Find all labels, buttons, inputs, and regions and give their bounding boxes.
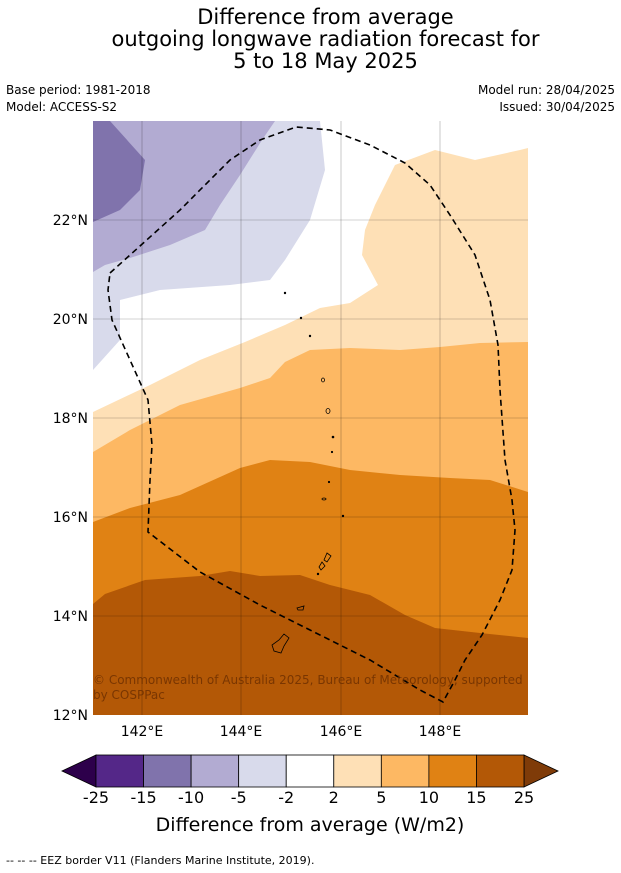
- gridlines: [93, 121, 528, 715]
- lon-labels: 142°E 144°E 146°E 148°E: [121, 724, 462, 740]
- colorbar-swatch: [238, 754, 287, 788]
- island-outline: [271, 633, 290, 654]
- title-line-3: 5 to 18 May 2025: [233, 49, 418, 73]
- issued-text: Issued: 30/04/2025: [499, 100, 615, 114]
- island-dot: [316, 572, 320, 576]
- island-dot: [308, 334, 312, 338]
- colorbar-swatch: [333, 754, 382, 788]
- lat-label: 18°N: [53, 411, 88, 427]
- colorbar-label: Difference from average (W/m2): [156, 814, 465, 836]
- colorbar-tick-label: 10: [419, 788, 439, 807]
- title-line-2: outgoing longwave radiation forecast for: [111, 27, 540, 51]
- island-dot: [341, 514, 345, 518]
- islands: [271, 291, 345, 654]
- meta-right: Model run: 28/04/2025 Issued: 30/04/2025: [478, 83, 615, 117]
- colorbar-tick-label: 5: [376, 788, 386, 807]
- copyright-line-2: by COSPPac: [93, 688, 165, 702]
- island-dot: [299, 316, 303, 320]
- model-text: Model: ACCESS-S2: [6, 100, 118, 114]
- map-title: Difference from average outgoing longwav…: [0, 6, 621, 72]
- eez-legend: -- -- -- EEZ border V11 (Flanders Marine…: [6, 854, 315, 867]
- colorbar-tick-label: -2: [278, 788, 294, 807]
- band-plus15: [93, 571, 528, 715]
- colorbar-tick-label: 25: [514, 788, 534, 807]
- lon-label: 142°E: [121, 724, 164, 740]
- island-dot: [327, 480, 331, 484]
- colorbar-tick-label: 15: [466, 788, 486, 807]
- island-dot: [283, 291, 287, 295]
- colorbar-tick-label: -25: [83, 788, 109, 807]
- island-outline: [296, 605, 305, 611]
- island-outline: [321, 377, 325, 383]
- meta-left: Base period: 1981-2018 Model: ACCESS-S2: [6, 83, 151, 117]
- lon-label: 146°E: [320, 724, 363, 740]
- lat-label: 16°N: [53, 510, 88, 526]
- colorbar-extend-low: [61, 754, 97, 788]
- lon-label: 148°E: [419, 724, 462, 740]
- lat-label: 12°N: [53, 708, 88, 724]
- island-dot: [330, 450, 334, 454]
- island-outline: [321, 497, 327, 501]
- colorbar-tick-label: 2: [329, 788, 339, 807]
- colorbar-swatch: [143, 754, 192, 788]
- band-minus15: [93, 121, 145, 222]
- colorbar-swatch: [190, 754, 240, 788]
- colorbar-swatch: [380, 754, 430, 788]
- lat-label: 20°N: [53, 312, 88, 328]
- colorbar-tick-label: -5: [231, 788, 247, 807]
- colorbar-swatch: [285, 754, 335, 788]
- copyright-line-1: © Commonwealth of Australia 2025, Bureau…: [93, 673, 523, 687]
- lat-label: 14°N: [53, 609, 88, 625]
- colorbar-swatch: [95, 754, 144, 788]
- colorbar-tick-label: -10: [178, 788, 204, 807]
- title-line-1: Difference from average: [197, 5, 454, 29]
- colorbar-extend-high: [523, 754, 559, 788]
- colorbar: -25 -15 -10 -5 -2 2 5 10 15 25 Difference from av…: [61, 754, 559, 836]
- model-run-text: Model run: 28/04/2025: [477, 83, 615, 97]
- lat-labels: 22°N 20°N 18°N 16°N 14°N 12°N: [53, 213, 88, 724]
- lat-label: 22°N: [53, 213, 88, 229]
- island-outline: [325, 408, 331, 414]
- colorbar-tick-label: -15: [130, 788, 156, 807]
- colorbar-swatch: [476, 754, 525, 788]
- colorbar-swatch: [428, 754, 477, 788]
- lon-label: 144°E: [220, 724, 263, 740]
- base-period-text: Base period: 1981-2018: [6, 83, 151, 97]
- contour-map: © Commonwealth of Australia 2025, Bureau…: [93, 121, 528, 715]
- island-dot: [331, 435, 335, 439]
- island-outline: [323, 552, 332, 563]
- island-outline: [318, 561, 326, 571]
